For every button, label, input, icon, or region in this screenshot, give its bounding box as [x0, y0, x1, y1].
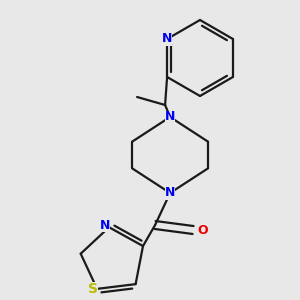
Text: N: N	[162, 32, 172, 46]
Text: O: O	[198, 224, 208, 236]
Text: S: S	[88, 282, 98, 296]
Text: N: N	[165, 187, 175, 200]
Text: N: N	[165, 110, 175, 124]
Text: N: N	[100, 219, 110, 232]
